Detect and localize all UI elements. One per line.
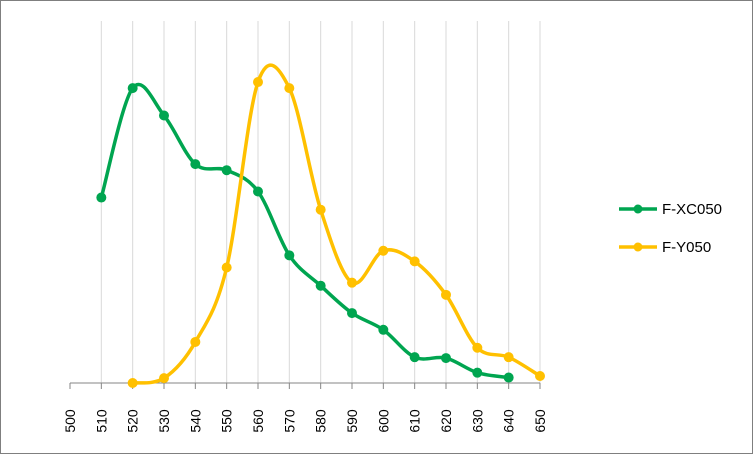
data-point-f-y050-630 [472,342,483,353]
data-point-f-xc050-590 [347,308,357,319]
x-tick-label-630: 630 [469,409,485,433]
data-point-f-y050-550 [221,262,232,273]
data-point-f-y050-570 [284,83,295,94]
x-tick-label-650: 650 [532,409,548,433]
x-axis: 500 510 520 530 540 550 560 570 580 590 600 610 620 6… [62,382,548,433]
x-tick-label-530: 530 [156,409,172,433]
legend-item-f-y050: F-Y050 [619,239,711,256]
data-point-f-y050-640 [503,352,514,363]
legend-label-f-xc050: F-XC050 [662,201,722,218]
data-point-f-xc050-640 [503,372,514,383]
data-point-f-y050-580 [315,204,326,215]
data-point-f-y050-530 [159,373,169,384]
data-point-f-xc050-600 [378,324,389,335]
legend-label-f-y050: F-Y050 [662,239,711,256]
legend-item-f-xc050: F-XC050 [619,201,722,218]
x-tick-label-510: 510 [93,409,109,433]
data-point-f-xc050-550 [221,165,232,176]
legend: F-XC050 F-Y050 [619,201,722,256]
data-point-f-xc050-510 [96,192,107,203]
x-tick-label-620: 620 [438,409,454,433]
data-point-f-xc050-560 [253,186,263,197]
x-tick-label-570: 570 [281,409,297,433]
vertical-gridlines [100,21,541,383]
legend-swatch-marker-f-xc050 [633,204,643,214]
x-tick-label-550: 550 [219,409,235,433]
data-point-f-y050-540 [190,336,201,347]
x-tick-label-610: 610 [407,409,423,433]
data-point-f-xc050-530 [159,110,169,121]
x-tick-label-520: 520 [125,409,141,433]
data-point-f-y050-520 [127,378,138,388]
data-point-f-y050-610 [409,256,420,267]
x-tick-label-560: 560 [250,409,266,433]
data-point-f-y050-560 [253,77,263,88]
x-tick-label-540: 540 [187,409,203,433]
series-line-f-xc050 [99,83,511,380]
data-point-f-xc050-630 [472,367,483,378]
series-line-f-y050 [130,63,542,385]
data-point-f-xc050-540 [190,159,201,170]
x-tick-label-590: 590 [344,409,360,433]
data-point-f-y050-600 [378,245,389,256]
data-point-f-xc050-520 [127,83,138,94]
data-point-f-xc050-570 [284,250,295,261]
x-tick-label-640: 640 [501,409,517,433]
data-point-f-y050-620 [441,289,451,300]
data-point-f-xc050-620 [441,353,451,364]
x-tick-label-580: 580 [313,409,329,433]
data-point-f-xc050-580 [315,280,326,291]
x-tick-label-500: 500 [62,409,78,433]
data-point-f-xc050-610 [409,352,420,363]
series-layer [96,63,545,388]
legend-swatch-marker-f-y050 [633,242,643,252]
series-f-xc050 [96,83,514,383]
series-f-y050 [127,63,545,388]
x-tick-label-600: 600 [375,409,391,433]
data-point-f-y050-650 [535,371,545,382]
data-point-f-y050-590 [347,277,357,288]
